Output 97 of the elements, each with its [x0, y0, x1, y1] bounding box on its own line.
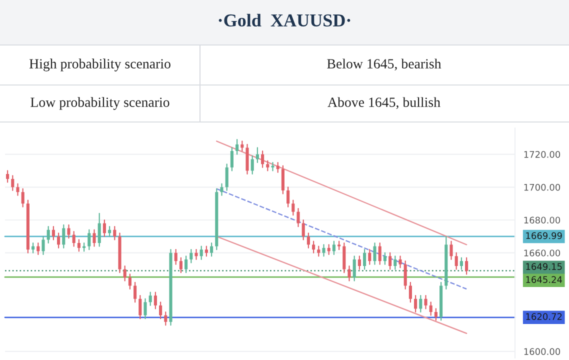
candlestick [220, 183, 224, 196]
candlestick [296, 208, 300, 228]
y-tick-label: 1600.00 [524, 348, 560, 355]
candlestick [159, 302, 162, 320]
candlestick [454, 252, 458, 270]
candlestick [6, 170, 10, 183]
candlestick [322, 244, 326, 257]
candlestick [271, 162, 274, 172]
candlestick [236, 138, 239, 155]
candlestick [404, 260, 407, 290]
candlestick [72, 230, 76, 247]
candlestick [92, 229, 96, 247]
y-tick-label: 1680.00 [524, 216, 560, 224]
text: Low probability scenario [30, 97, 170, 110]
candlestick [138, 295, 142, 320]
candlestick [179, 257, 182, 274]
candlestick [128, 274, 132, 290]
candlestick [450, 240, 453, 260]
candlestick [240, 140, 244, 152]
candlestick [36, 242, 40, 256]
y-tick-label: 1660.00 [524, 250, 560, 256]
candlestick [123, 265, 126, 282]
candlestick [250, 155, 254, 175]
candlestick [32, 242, 35, 254]
candlestick [154, 292, 157, 310]
candlestick [88, 229, 91, 250]
candlestick [225, 164, 228, 191]
candlestick [327, 244, 330, 256]
ref-line-label: 1645.24 [526, 276, 562, 284]
candlestick [77, 239, 80, 252]
candlestick [256, 147, 259, 164]
candlestick [108, 226, 112, 237]
candlestick [134, 282, 137, 303]
candlestick [11, 175, 14, 191]
candlestick [419, 295, 422, 313]
candlestick [368, 249, 372, 265]
ref-line-label: 1649.15 [526, 263, 562, 270]
candlestick [332, 240, 336, 256]
candlestick [363, 249, 366, 270]
ref-line-label: 1669.99 [526, 232, 562, 240]
candlestick [276, 162, 280, 173]
text: Above 1645, bullish [328, 97, 440, 109]
candlestick [306, 232, 310, 248]
text: High probability scenario [29, 58, 170, 72]
candlestick [42, 236, 45, 256]
candlestick [210, 242, 214, 257]
candlestick [424, 295, 428, 310]
candlestick [312, 240, 316, 254]
candlestick [434, 308, 438, 321]
candlestick [429, 302, 432, 316]
candlestick [342, 242, 346, 274]
candlestick [144, 298, 147, 320]
candlestick [204, 246, 208, 257]
candlestick [174, 249, 178, 265]
candlestick [398, 256, 402, 268]
candlestick [67, 224, 70, 239]
ref-line-label: 1620.72 [526, 313, 562, 320]
candlestick [460, 257, 463, 270]
candlestick [52, 226, 55, 240]
candlestick [465, 257, 468, 275]
candlestick [113, 226, 116, 240]
candlestick [286, 186, 290, 208]
candlestick [194, 249, 198, 260]
candlestick [317, 246, 320, 257]
candlestick [46, 226, 50, 244]
candlestick [148, 292, 152, 306]
y-tick-label: 1720.00 [524, 151, 560, 158]
candlestick [21, 188, 24, 208]
candlestick [358, 256, 361, 270]
candlestick [266, 160, 270, 172]
candlestick [414, 295, 418, 313]
candlestick [246, 144, 249, 175]
candlestick [164, 311, 168, 326]
candlestick [230, 147, 234, 172]
candlestick [348, 265, 351, 282]
chart-title: ·Gold XAUUSD· [218, 14, 350, 27]
candlestick [98, 212, 101, 247]
candlestick [184, 256, 188, 274]
candlestick [394, 256, 397, 270]
candlestick [261, 150, 264, 168]
candlestick [190, 249, 193, 264]
text: Below 1645, bearish [327, 58, 442, 70]
candlestick [373, 242, 376, 265]
candlestick [383, 252, 386, 265]
candlestick [57, 232, 60, 248]
y-tick-label: 1700.00 [524, 184, 560, 191]
candlestick [281, 165, 284, 194]
candlestick [292, 200, 295, 216]
candlestick [408, 282, 412, 303]
candlestick [302, 219, 305, 240]
candlestick [16, 183, 20, 196]
candlestick [352, 256, 356, 282]
candlestick [378, 242, 382, 265]
candlestick [388, 252, 392, 270]
candlestick [62, 224, 66, 248]
candlestick [200, 246, 203, 260]
candlestick [102, 219, 106, 237]
